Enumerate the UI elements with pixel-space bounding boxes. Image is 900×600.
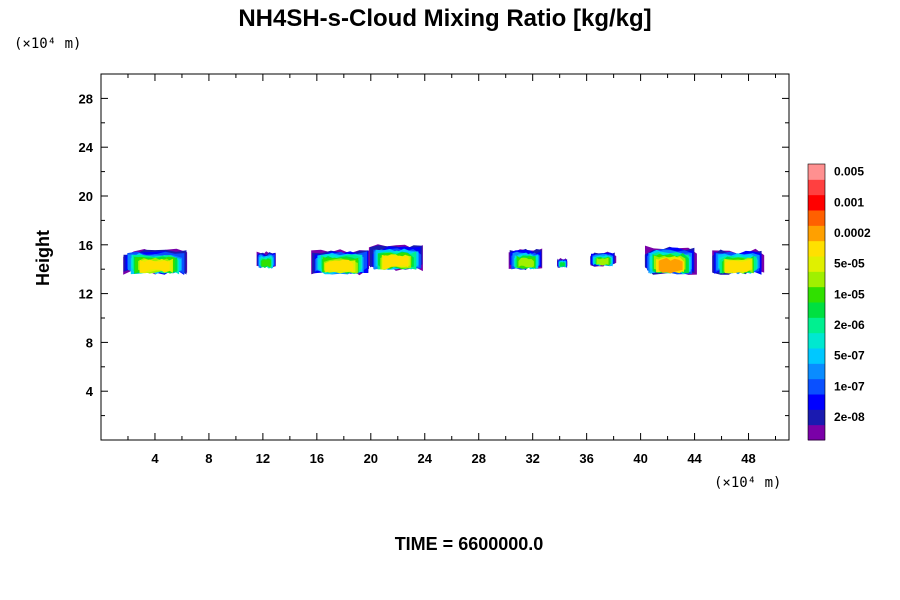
colorbar-label: 0.001 (834, 195, 864, 209)
x-tick-label: 32 (525, 451, 539, 466)
cloud-contour-level-8 (559, 262, 565, 267)
colorbar-label: 0.005 (834, 165, 864, 179)
y-tick-label: 12 (79, 287, 93, 302)
cloud-contour-level-12 (382, 255, 409, 270)
x-tick-label: 40 (633, 451, 647, 466)
colorbar-label: 2e-08 (834, 410, 865, 424)
colorbar-swatch (808, 332, 825, 349)
colorbar-swatch (808, 317, 825, 334)
x-tick-label: 24 (418, 451, 433, 466)
cloud-contour-level-10 (596, 257, 609, 266)
colorbar-frame (807, 163, 826, 441)
colorbar-label: 1e-05 (834, 287, 865, 301)
y-tick-label: 16 (79, 238, 93, 253)
colorbar-swatch (808, 256, 825, 272)
colorbar-label: 2e-06 (834, 318, 865, 332)
cloud-cells (123, 244, 765, 276)
x-unit-label: (×10⁴ m) (714, 475, 781, 491)
colorbar-swatch (808, 164, 825, 180)
cloud-cell (508, 248, 543, 271)
colorbar-swatch (808, 302, 825, 318)
y-tick-label: 24 (79, 140, 94, 155)
y-tick-label: 28 (79, 91, 93, 106)
colorbar-label: 5e-07 (834, 349, 865, 363)
x-tick-label: 4 (151, 451, 159, 466)
colorbar-swatch (808, 194, 825, 211)
x-tick-label: 44 (687, 451, 702, 466)
colorbar-swatch (808, 409, 825, 426)
colorbar-swatch (808, 271, 825, 288)
time-label: TIME = 6600000.0 (395, 534, 544, 554)
colorbar-swatch (808, 210, 825, 226)
cloud-cell (311, 249, 370, 276)
chart-title: NH4SH-s-Cloud Mixing Ratio [kg/kg] (238, 5, 651, 32)
cloud-cell (123, 248, 188, 275)
colorbar-label: 5e-05 (834, 257, 865, 271)
colorbar-label: 0.0002 (834, 226, 871, 240)
y-axis-label: Height (33, 230, 53, 286)
colorbar-swatch (808, 225, 825, 242)
colorbar-swatch (808, 179, 825, 196)
colorbar-swatch (808, 348, 825, 364)
colorbar-swatch (808, 424, 825, 441)
colorbar-swatch (808, 286, 825, 303)
colorbar-swatch (808, 378, 825, 395)
plot-area (100, 73, 790, 441)
colorbar-label: 1e-07 (834, 379, 865, 393)
colorbar-swatch (808, 240, 825, 257)
x-tick-label: 36 (579, 451, 593, 466)
cloud-cell (556, 258, 568, 268)
cloud-contour-level-12 (725, 259, 751, 274)
x-tick-label: 8 (205, 451, 212, 466)
x-tick-label: 48 (741, 451, 755, 466)
x-tick-label: 12 (256, 451, 270, 466)
colorbar-swatch (808, 394, 825, 410)
cloud-contour-level-10 (518, 257, 534, 268)
y-tick-label: 8 (86, 335, 93, 350)
cloud-cell (712, 248, 765, 275)
cloud-contour-level-9 (261, 259, 271, 268)
colorbar-swatch (808, 363, 825, 380)
cloud-contour-level-12 (139, 259, 170, 273)
x-tick-label: 16 (310, 451, 324, 466)
x-tick-label: 20 (364, 451, 378, 466)
y-tick-label: 20 (79, 189, 93, 204)
x-tick-label: 28 (471, 451, 485, 466)
cloud-cell (644, 245, 697, 275)
cloud-contour-level-13 (658, 257, 683, 274)
cloud-contour-level-12 (325, 259, 354, 273)
cloud-cell (590, 251, 617, 267)
y-tick-label: 4 (86, 384, 94, 399)
y-unit-label: (×10⁴ m) (14, 36, 81, 52)
cloud-cell (368, 244, 423, 272)
colorbar: 2e-08 1e-07 5e-07 2e-06 1e-05 5e-05 0.0002 0.00… (807, 163, 871, 441)
cloud-cell (256, 251, 276, 269)
